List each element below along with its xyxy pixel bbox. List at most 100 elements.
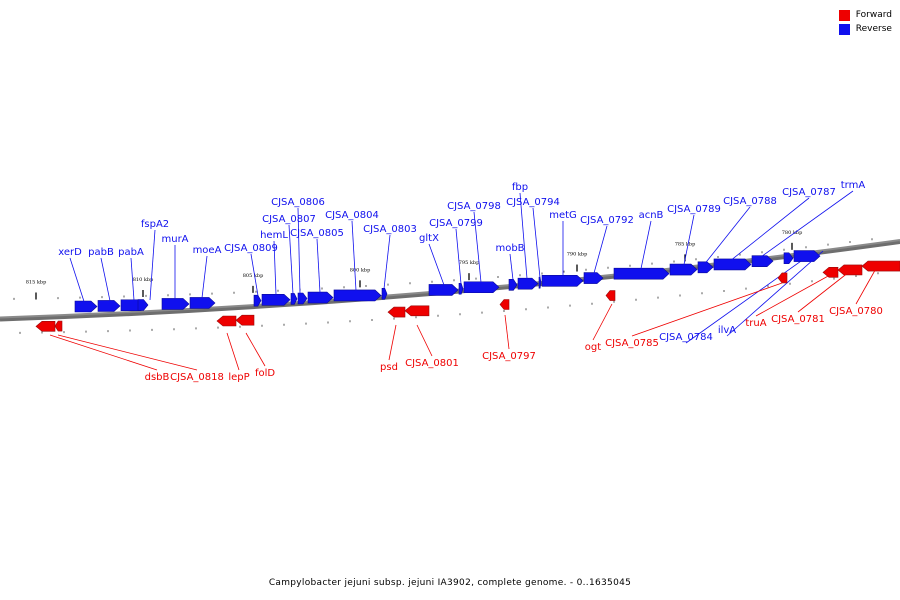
gene-arrow-ogt	[605, 290, 616, 301]
leader-line-cjsa-0809	[250, 253, 259, 296]
gene-arrow-mura	[161, 298, 190, 310]
gene-arrow-fbp	[517, 277, 539, 290]
leader-line-cjsa-0799	[455, 228, 462, 284]
leader-line-cjsa-0807	[288, 224, 294, 294]
gene-label-ilva: ilvA	[718, 325, 736, 336]
leader-line-cjsa-0780	[855, 264, 879, 305]
gene-arrow-cjsa-0788	[697, 261, 714, 274]
gene-arrow-cjsa-0805	[307, 291, 334, 304]
leader-line-cjsa-0797	[504, 314, 510, 350]
gene-arrow-ilva	[793, 250, 821, 262]
legend-label-reverse: Reverse	[855, 24, 892, 34]
gene-label-paba: pabA	[118, 247, 144, 258]
gene-label-xerd: xerD	[58, 247, 82, 258]
gene-label-acnb: acnB	[639, 210, 664, 221]
leader-line-trma	[761, 190, 854, 257]
gene-label-cjsa-0797: CJSA_0797	[482, 351, 536, 362]
gene-arrow-cjsa-0798	[463, 281, 500, 294]
leader-line-gltx	[428, 243, 445, 286]
leader-line-fbp	[519, 192, 528, 279]
gene-label-heml: hemL	[260, 230, 288, 241]
gene-label-cjsa-0792: CJSA_0792	[580, 215, 634, 226]
leader-line-moea	[201, 255, 208, 299]
leader-line-cjsa-0788	[705, 206, 751, 263]
gene-label-lepp: lepP	[228, 372, 249, 383]
gene-label-cjsa-0809: CJSA_0809	[224, 243, 278, 254]
forward-swatch	[838, 9, 850, 21]
leader-line-cjsa-0801	[416, 324, 433, 357]
gene-arrow-cjsa-0801	[404, 305, 430, 317]
scale-label: 815 kbp	[26, 279, 47, 285]
gene-arrow-psd	[387, 306, 406, 318]
leader-line-cjsa-0781	[797, 271, 850, 313]
gene-label-moea: moeA	[193, 245, 222, 256]
leader-line-cjsa-0784	[685, 252, 813, 344]
scale-label: 795 kbp	[459, 260, 480, 266]
gene-arrow-gltx	[428, 284, 459, 296]
leader-line-cjsa-0794	[532, 207, 541, 278]
gene-arrow-cjsa-0794	[538, 276, 542, 289]
gene-label-cjsa-0788: CJSA_0788	[723, 196, 777, 207]
gene-label-cjsa-0789: CJSA_0789	[667, 204, 721, 215]
gene-label-cjsa-0799: CJSA_0799	[429, 218, 483, 229]
gene-arrow-cjsa-0789	[669, 263, 698, 276]
gene-arrow-pabb	[97, 300, 121, 312]
leader-line-ogt	[592, 303, 613, 341]
gene-arrow-acnb	[613, 267, 670, 280]
gene-label-cjsa-0780: CJSA_0780	[829, 306, 883, 317]
leader-line-paba	[130, 257, 135, 301]
leader-line-cjsa-0789	[683, 214, 695, 265]
leader-line-cjsa-0818	[57, 334, 198, 371]
scale-label: 790 kbp	[567, 252, 588, 258]
gene-arrow-cjsa-0807	[290, 293, 298, 305]
leader-line-acnb	[640, 220, 652, 269]
gene-label-fspa2: fspA2	[141, 219, 169, 230]
legend-label-forward: Forward	[855, 10, 892, 20]
gene-arrow-lepp	[216, 315, 237, 327]
gene-arrow-fold	[235, 314, 255, 326]
gene-label-cjsa-0785: CJSA_0785	[605, 338, 659, 349]
leader-line-cjsa-0805	[316, 238, 321, 293]
gene-label-cjsa-0798: CJSA_0798	[447, 201, 501, 212]
leader-line-pabb	[100, 257, 111, 302]
leader-line-heml	[273, 240, 277, 295]
gene-label-pabb: pabB	[88, 247, 114, 258]
gene-label-fold: folD	[255, 368, 275, 379]
gene-label-cjsa-0806: CJSA_0806	[271, 197, 325, 208]
scale-label: 780 kbp	[782, 230, 803, 236]
gene-label-ogt: ogt	[585, 342, 601, 353]
gene-label-mobb: mobB	[495, 243, 524, 254]
gene-arrow-trma	[751, 255, 774, 267]
gene-arrow-cjsa-0792	[583, 272, 604, 284]
leader-line-cjsa-0785	[631, 282, 783, 337]
gene-label-mura: murA	[161, 234, 188, 245]
gene-arrow-heml	[261, 294, 291, 306]
gene-arrow-cjsa-0781	[837, 264, 863, 276]
leader-line-lepp	[226, 332, 240, 371]
leader-line-xerd	[69, 257, 85, 302]
gene-label-fbp: fbp	[512, 182, 528, 193]
genome-caption: Campylobacter jejuni subsp. jejuni IA390…	[268, 578, 632, 588]
gene-label-cjsa-0787: CJSA_0787	[782, 187, 836, 198]
gene-arrow-mobb	[508, 279, 518, 291]
gene-arrow-cjsa-0787	[713, 258, 752, 271]
reverse-swatch	[838, 23, 850, 35]
gene-label-cjsa-0801: CJSA_0801	[405, 358, 459, 369]
gene-arrow-cjsa-0804	[333, 289, 382, 302]
gene-label-psd: psd	[380, 362, 398, 373]
gene-label-cjsa-0818: CJSA_0818	[170, 372, 224, 383]
leader-line-cjsa-0792	[593, 225, 608, 274]
gene-arrow-metg	[541, 274, 584, 287]
strand-legend: Forward Reverse	[838, 8, 892, 36]
legend-entry-reverse: Reverse	[838, 22, 892, 36]
scale-label: 810 kbp	[133, 277, 154, 283]
leader-line-fold	[245, 332, 266, 367]
gene-arrow-fspa2	[137, 299, 149, 311]
gene-arrow-cjsa-0780	[861, 260, 900, 272]
gene-label-cjsa-0784: CJSA_0784	[659, 332, 713, 343]
leader-line-mobb	[509, 253, 514, 280]
gene-arrow-cjsa-0785	[777, 272, 788, 284]
leader-line-fspa2	[149, 229, 156, 301]
